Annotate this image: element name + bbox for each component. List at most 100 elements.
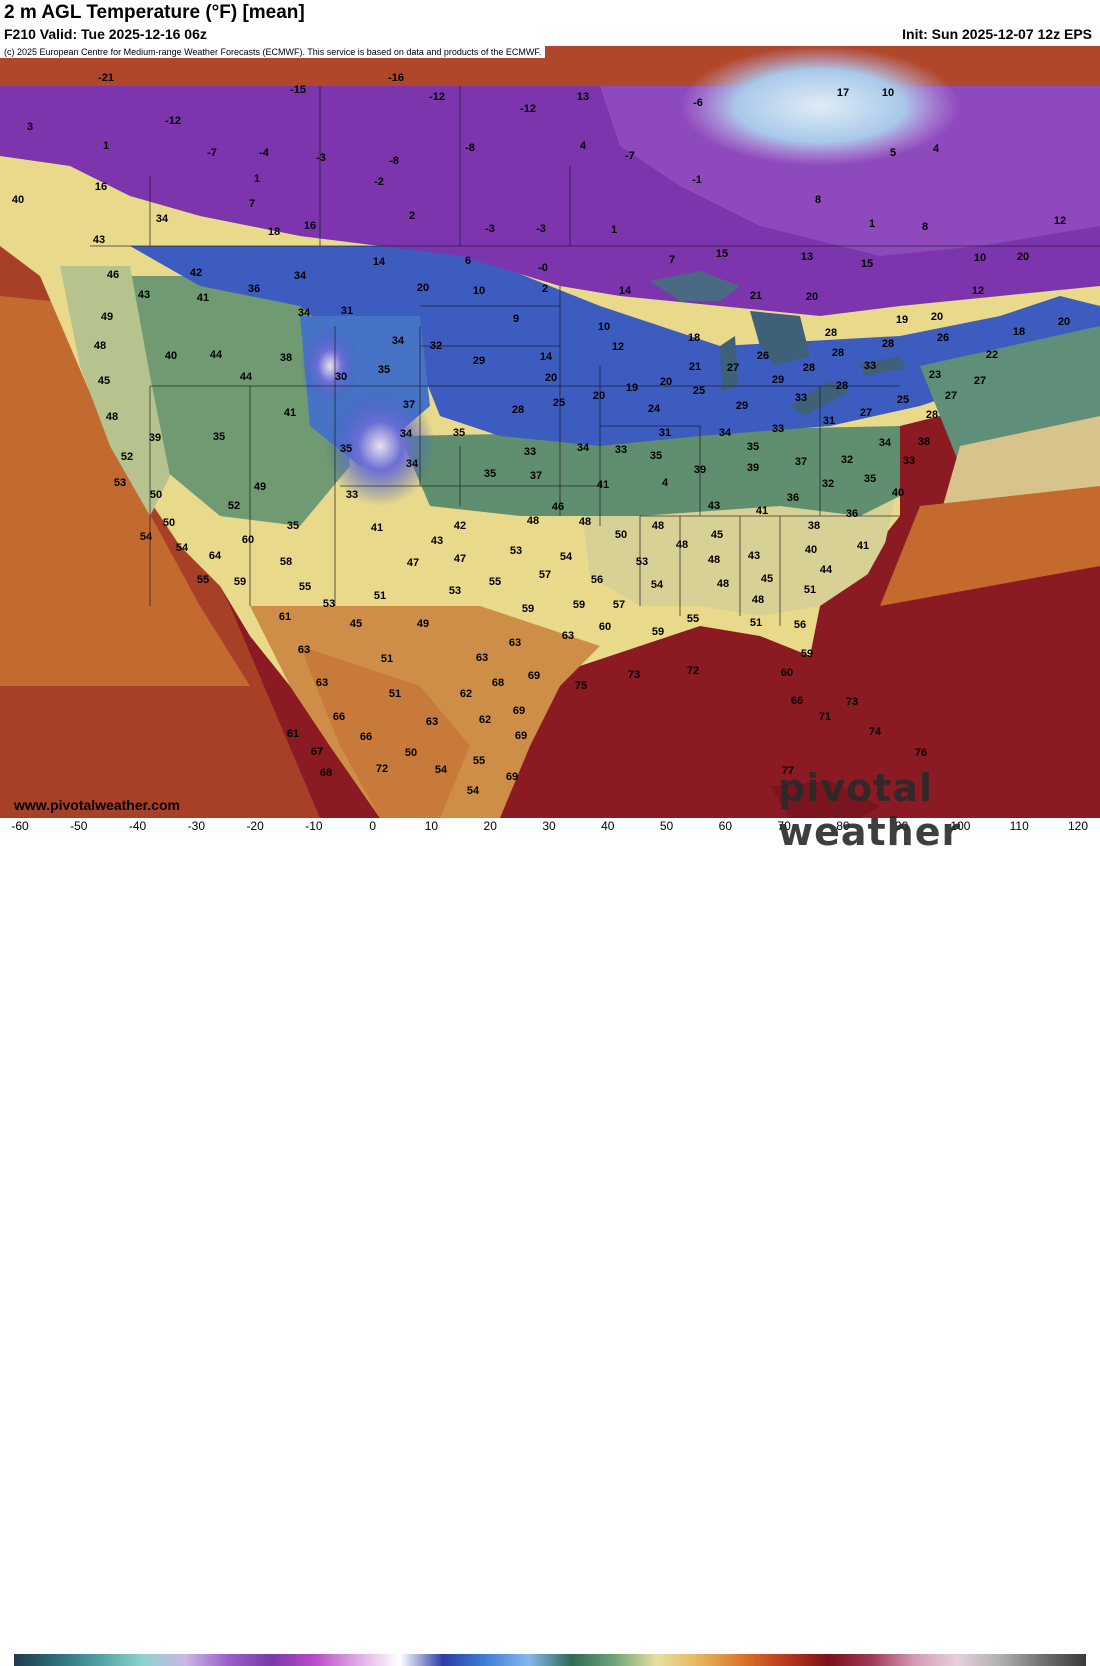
temperature-label: 51 [804, 584, 816, 596]
temperature-label: -12 [520, 103, 536, 115]
temperature-label: 31 [823, 415, 835, 427]
temperature-label: 54 [467, 785, 480, 797]
temperature-label: 39 [694, 464, 706, 476]
temperature-label: 53 [510, 545, 522, 557]
temperature-label: 75 [575, 680, 587, 692]
temperature-label: 40 [165, 350, 177, 362]
legend-tick: 80 [836, 819, 850, 833]
temperature-label: -1 [692, 174, 702, 186]
temperature-label: 12 [612, 341, 624, 353]
temperature-label: -2 [374, 176, 384, 188]
temperature-label: 53 [114, 477, 126, 489]
temperature-label: 59 [801, 648, 813, 660]
temperature-label: 20 [806, 291, 818, 303]
temperature-label: 20 [545, 372, 557, 384]
temperature-map[interactable]: -21 -15 -16 -12 13 -12 -6 3 -12 17 10 1 -7 -4 -3 -8 -8 4-… [0, 46, 1100, 818]
temperature-label: 27 [860, 407, 872, 419]
temperature-label: 55 [197, 574, 209, 586]
temperature-label: 59 [652, 626, 664, 638]
temperature-label: 29 [736, 400, 748, 412]
temperature-label: 27 [727, 362, 739, 374]
temperature-label: 21 [689, 361, 701, 373]
temperature-label: 26 [757, 350, 769, 362]
temperature-label: 63 [562, 630, 574, 642]
temperature-label: 63 [298, 644, 310, 656]
temperature-label: 54 [140, 531, 153, 543]
temperature-label: 17 [837, 87, 849, 99]
temperature-label: -6 [693, 97, 703, 109]
temperature-label: 35 [484, 468, 496, 480]
temperature-label: 28 [803, 362, 815, 374]
temperature-label: 48 [652, 520, 664, 532]
temperature-label: 56 [794, 619, 806, 631]
temperature-label: 6 [465, 255, 471, 267]
temperature-label: 46 [107, 269, 119, 281]
legend-tick: 120 [1067, 819, 1089, 833]
temperature-label: 48 [717, 578, 729, 590]
temperature-label: 12 [1054, 215, 1066, 227]
temperature-label: -3 [485, 223, 495, 235]
temperature-label: 47 [407, 557, 419, 569]
temperature-label: 68 [320, 767, 332, 779]
temperature-label: 36 [846, 508, 858, 520]
temperature-label: 41 [371, 522, 383, 534]
temperature-label: 60 [781, 667, 793, 679]
temperature-label: 54 [435, 764, 448, 776]
temperature-label: 27 [945, 390, 957, 402]
temperature-label: 35 [378, 364, 390, 376]
temperature-label: 48 [527, 515, 539, 527]
colorbar [14, 1654, 1086, 1666]
temperature-label: 69 [528, 670, 540, 682]
temperature-label: 43 [708, 500, 720, 512]
temperature-label: 63 [426, 716, 438, 728]
temperature-label: 76 [915, 747, 927, 759]
temperature-label: 35 [213, 431, 225, 443]
temperature-label: 53 [636, 556, 648, 568]
temperature-label: 45 [350, 618, 362, 630]
temperature-label: 61 [287, 728, 299, 740]
temperature-label: 19 [626, 382, 638, 394]
legend-tick: -10 [305, 819, 323, 833]
temperature-label: 2 [542, 283, 548, 295]
legend-tick: 40 [601, 819, 615, 833]
temperature-label: 14 [619, 285, 632, 297]
temperature-label: 57 [539, 569, 551, 581]
temperature-label: 72 [376, 763, 388, 775]
temperature-label: -8 [465, 142, 475, 154]
temperature-label: 33 [346, 489, 358, 501]
temperature-label: 36 [248, 283, 260, 295]
temperature-label: 33 [903, 455, 915, 467]
temperature-label: 19 [896, 314, 908, 326]
temperature-label: 66 [333, 711, 345, 723]
temperature-label: 58 [280, 556, 292, 568]
temperature-label: 52 [228, 500, 240, 512]
temperature-label: 55 [489, 576, 501, 588]
site-url[interactable]: www.pivotalweather.com [14, 797, 180, 813]
temperature-label: -0 [538, 262, 548, 274]
temperature-label: -15 [290, 84, 306, 96]
temperature-label: 13 [577, 91, 589, 103]
temperature-label: 38 [280, 352, 292, 364]
temperature-label: 32 [841, 454, 853, 466]
temperature-label: 35 [747, 441, 759, 453]
temperature-label: 18 [1013, 326, 1025, 338]
temperature-label: 69 [513, 705, 525, 717]
temperature-label: 60 [599, 621, 611, 633]
temperature-label: 55 [299, 581, 311, 593]
temperature-label: -4 [259, 147, 270, 159]
temperature-label: 20 [1017, 251, 1029, 263]
temperature-label: 2 [409, 210, 415, 222]
copyright-notice: (c) 2025 European Centre for Medium-rang… [0, 46, 546, 58]
temperature-label: 46 [552, 501, 564, 513]
temperature-label: 1 [611, 224, 617, 236]
temperature-label: 34 [298, 307, 311, 319]
temperature-label: 35 [650, 450, 662, 462]
temperature-label: 27 [974, 375, 986, 387]
temperature-label: 54 [176, 542, 189, 554]
temperature-label: 42 [190, 267, 202, 279]
temperature-label: 35 [453, 427, 465, 439]
temperature-label: 43 [431, 535, 443, 547]
temperature-label: 40 [805, 544, 817, 556]
temperature-label: 38 [808, 520, 820, 532]
temperature-label: 48 [752, 594, 764, 606]
